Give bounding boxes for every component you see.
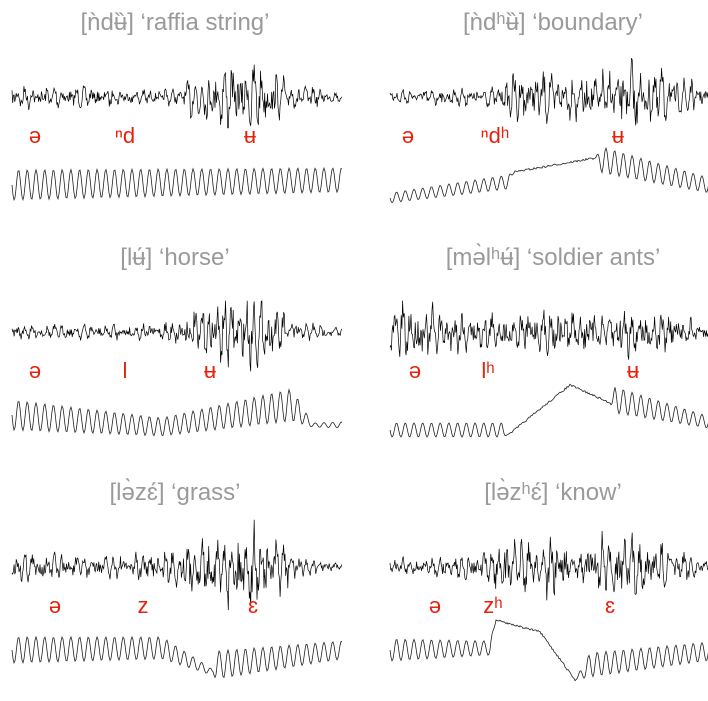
airflow-trace bbox=[389, 146, 708, 204]
waveform bbox=[11, 64, 343, 129]
panel-title: [lə̀zʰɛ́] ‘know’ bbox=[484, 478, 622, 506]
airflow-trace bbox=[389, 619, 708, 682]
segment-label: ə bbox=[402, 123, 414, 148]
segment-label: l bbox=[123, 358, 128, 383]
airflow-trace bbox=[11, 388, 342, 437]
segment-label: lʰ bbox=[481, 358, 494, 383]
segment-label: z bbox=[138, 593, 149, 618]
panel: [mə̀lʰʉ́] ‘soldier ants’ ə lʰ ʉ bbox=[389, 243, 708, 438]
panel: [lʉ́] ‘horse’ ə l ʉ bbox=[11, 244, 343, 437]
segment-label: ʉ bbox=[627, 358, 639, 383]
panel: [ǹdʉ̏] ‘raffia string’ ə ⁿd ʉ bbox=[11, 9, 343, 202]
segment-label: ə bbox=[29, 358, 41, 383]
airflow-trace bbox=[11, 635, 343, 679]
panel: [ǹdʰʉ̏] ‘boundary’ ə ⁿdʰ ʉ bbox=[389, 9, 708, 204]
airflow-trace bbox=[389, 383, 708, 438]
segment-label: ə bbox=[409, 358, 421, 383]
segment-label: ə bbox=[49, 593, 61, 618]
segment-label: zʰ bbox=[483, 593, 502, 618]
panel: [lə̀zʰɛ́] ‘know’ ə zʰ ɛ bbox=[389, 478, 708, 682]
segment-label: ʉ bbox=[612, 123, 624, 148]
segment-label: ə bbox=[429, 593, 441, 618]
waveform bbox=[11, 519, 343, 611]
panel-title: [lʉ́] ‘horse’ bbox=[120, 244, 229, 271]
segment-label: ʉ bbox=[244, 123, 256, 148]
panel-title: [mə̀lʰʉ́] ‘soldier ants’ bbox=[446, 243, 661, 271]
segment-label: ⁿdʰ bbox=[481, 123, 510, 148]
segment-label: ə bbox=[29, 123, 41, 148]
panel-title: [ǹdʰʉ̏] ‘boundary’ bbox=[463, 9, 643, 36]
segment-label: ɛ bbox=[248, 593, 258, 618]
waveform bbox=[11, 300, 343, 372]
waveform bbox=[389, 58, 708, 126]
segment-label: ⁿd bbox=[115, 123, 135, 148]
panel-title: [ǹdʉ̏] ‘raffia string’ bbox=[81, 9, 270, 36]
segment-label: ɛ bbox=[605, 593, 615, 618]
waveform bbox=[389, 300, 708, 360]
panel: [lə̀zɛ́] ‘grass’ ə z ɛ bbox=[11, 478, 343, 679]
segment-label: ʉ bbox=[204, 358, 216, 383]
waveform bbox=[389, 530, 708, 601]
panel-title: [lə̀zɛ́] ‘grass’ bbox=[109, 478, 240, 506]
airflow-trace bbox=[11, 166, 343, 202]
